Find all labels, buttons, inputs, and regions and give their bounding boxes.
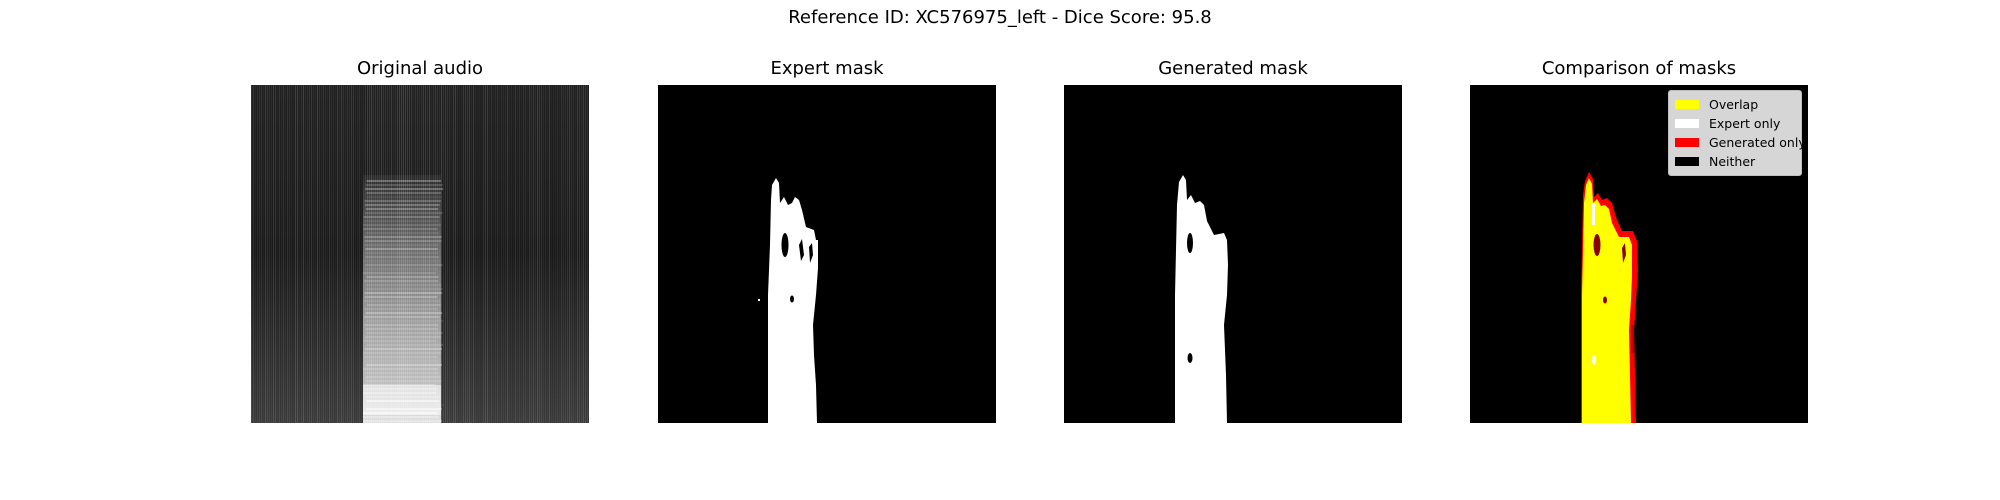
legend-label-neither: Neither <box>1709 154 1756 169</box>
panel-title-generated-mask: Generated mask <box>1158 58 1308 79</box>
generated-mask-image <box>1064 85 1402 423</box>
figure-title: Reference ID: XC576975_left - Dice Score… <box>788 7 1212 28</box>
legend-swatch-generated-only <box>1675 138 1699 147</box>
legend: Overlap Expert only Generated only Neith… <box>1668 90 1806 176</box>
legend-item-expert-only: Expert only <box>1675 114 1795 133</box>
panel-title-expert-mask: Expert mask <box>770 58 884 79</box>
legend-item-generated-only: Generated only <box>1675 133 1806 152</box>
legend-item-overlap: Overlap <box>1675 95 1795 114</box>
legend-label-overlap: Overlap <box>1709 97 1759 112</box>
panel-title-comparison-of-masks: Comparison of masks <box>1541 58 1737 79</box>
panel-title-original-audio: Original audio <box>356 58 484 79</box>
expert-mask-image <box>658 85 996 423</box>
legend-label-generated-only: Generated only <box>1709 135 1806 150</box>
legend-label-expert-only: Expert only <box>1709 116 1781 131</box>
expert-only-spot <box>1592 203 1595 225</box>
comparison-image: Overlap Expert only Generated only Neith… <box>1470 85 1808 423</box>
legend-swatch-overlap <box>1675 100 1699 109</box>
legend-swatch-expert-only <box>1675 119 1699 128</box>
legend-item-neither: Neither <box>1675 152 1795 171</box>
legend-swatch-neither <box>1675 157 1699 166</box>
spectrogram-image <box>251 85 589 423</box>
